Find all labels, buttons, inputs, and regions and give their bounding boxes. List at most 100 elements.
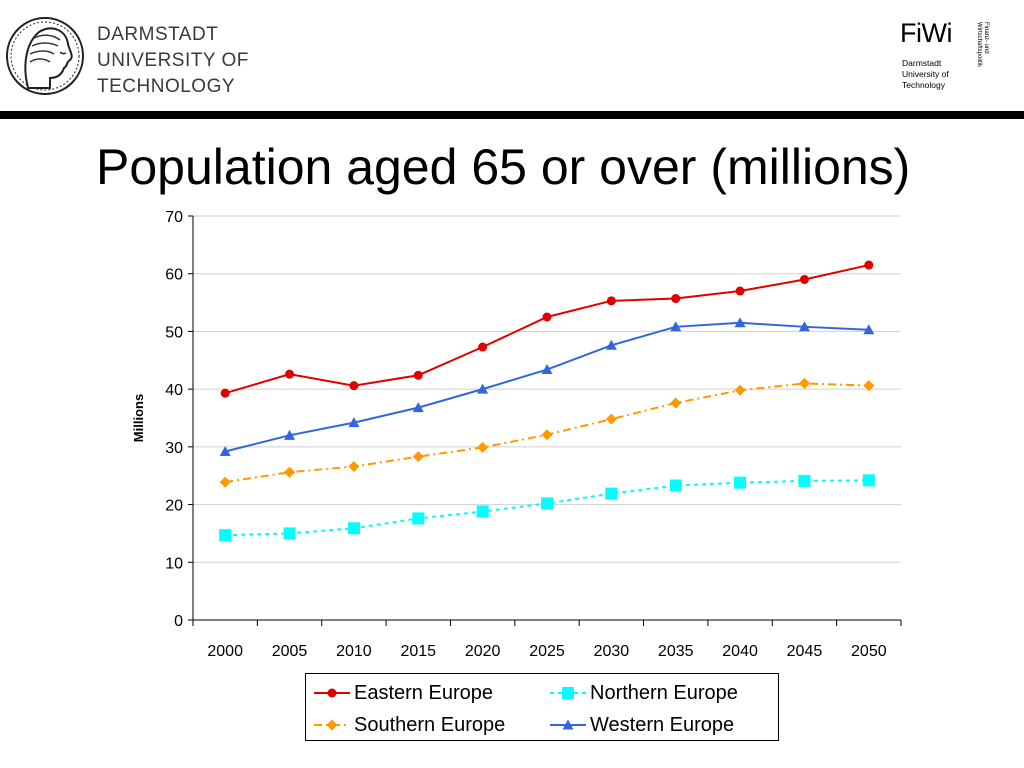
legend-marker-group xyxy=(327,688,337,698)
series-northern-europe xyxy=(219,474,875,542)
data-point-southern-europe xyxy=(670,397,682,409)
legend-swatch-southern-europe xyxy=(314,719,350,731)
data-point-southern-europe xyxy=(605,413,617,425)
data-point-northern-europe xyxy=(862,474,875,487)
university-name-line-1: DARMSTADT xyxy=(97,24,219,45)
y-tick-label: 70 xyxy=(165,209,183,226)
data-point-northern-europe xyxy=(798,474,811,487)
data-point-western-europe xyxy=(348,417,360,428)
legend-label-southern-europe: Southern Europe xyxy=(354,713,506,736)
data-point-western-europe xyxy=(541,364,553,375)
legend-marker-western-europe xyxy=(562,719,574,730)
legend-item-western-europe: Western Europe xyxy=(550,710,734,740)
fiwi-subtitle-line-1: Darmstadt xyxy=(902,58,942,68)
data-point-northern-europe xyxy=(347,522,360,535)
x-tick-label: 2040 xyxy=(722,643,758,660)
data-point-eastern-europe xyxy=(606,296,616,306)
header-divider xyxy=(0,111,1024,119)
y-tick-label: 30 xyxy=(165,440,183,457)
chart-legend: Eastern Europe Northern Europe Southern … xyxy=(305,673,779,741)
data-point-southern-europe xyxy=(541,429,553,441)
data-point-western-europe xyxy=(734,317,746,328)
data-point-eastern-europe xyxy=(220,388,230,398)
x-tick-label: 2035 xyxy=(658,643,694,660)
data-point-southern-europe xyxy=(348,460,360,472)
data-point-eastern-europe xyxy=(735,286,745,296)
data-point-southern-europe xyxy=(863,380,875,392)
y-axis-title: Millions xyxy=(131,394,146,442)
header: DARMSTADT UNIVERSITY OF TECHNOLOGY FiWi … xyxy=(0,0,1024,119)
y-tick-label: 20 xyxy=(165,498,183,515)
x-tick-label: 2045 xyxy=(787,643,823,660)
data-point-southern-europe xyxy=(734,384,746,396)
x-tick-label: 2005 xyxy=(272,643,308,660)
university-name-line-3: TECHNOLOGY xyxy=(97,76,236,97)
y-tick-label: 40 xyxy=(165,382,183,399)
x-tick-label: 2025 xyxy=(529,643,565,660)
data-point-southern-europe xyxy=(477,441,489,453)
data-point-western-europe xyxy=(863,324,875,335)
university-logo xyxy=(6,17,84,95)
legend-item-northern-europe: Northern Europe xyxy=(550,678,738,708)
data-point-eastern-europe xyxy=(864,260,874,270)
legend-swatch-eastern-europe xyxy=(314,688,350,698)
series-eastern-europe xyxy=(220,260,874,398)
data-point-western-europe xyxy=(412,402,424,413)
legend-marker-northern-europe xyxy=(562,687,574,699)
data-point-western-europe xyxy=(284,429,296,440)
legend-swatch-northern-europe xyxy=(550,687,586,699)
data-point-northern-europe xyxy=(219,529,232,542)
data-point-southern-europe xyxy=(219,476,231,488)
data-point-northern-europe xyxy=(605,487,618,500)
data-point-eastern-europe xyxy=(478,342,488,352)
data-point-southern-europe xyxy=(798,377,810,389)
data-point-western-europe xyxy=(798,321,810,332)
data-point-northern-europe xyxy=(476,505,489,518)
y-tick-label: 50 xyxy=(165,324,183,341)
x-tick-label: 2050 xyxy=(851,643,887,660)
data-point-western-europe xyxy=(605,339,617,350)
data-point-southern-europe xyxy=(412,451,424,463)
legend-item-southern-europe: Southern Europe xyxy=(314,710,505,740)
x-tick-label: 2015 xyxy=(400,643,436,660)
chart-axes xyxy=(188,215,902,626)
x-tick-label: 2030 xyxy=(594,643,630,660)
fiwi-logo-title: FiWi xyxy=(900,18,952,48)
legend-swatch-western-europe xyxy=(550,719,586,730)
x-tick-label: 2000 xyxy=(207,643,243,660)
legend-label-northern-europe: Northern Europe xyxy=(590,681,738,704)
data-point-eastern-europe xyxy=(349,381,359,391)
legend-marker-group xyxy=(562,719,574,730)
chart-series xyxy=(219,260,875,542)
chart-gridlines xyxy=(193,215,901,563)
university-name-line-2: UNIVERSITY OF xyxy=(97,50,249,71)
legend-marker-group xyxy=(326,719,338,731)
slide-title: Population aged 65 or over (millions) xyxy=(96,139,911,195)
data-point-western-europe xyxy=(477,383,489,394)
data-point-eastern-europe xyxy=(799,274,809,284)
x-tick-label: 2020 xyxy=(465,643,501,660)
y-tick-label: 60 xyxy=(165,267,183,284)
legend-marker-southern-europe xyxy=(326,719,338,731)
data-point-eastern-europe xyxy=(542,312,552,322)
y-tick-label: 0 xyxy=(174,613,183,630)
data-point-eastern-europe xyxy=(413,370,423,380)
fiwi-subtitle-line-2: University of xyxy=(902,69,949,79)
legend-label-eastern-europe: Eastern Europe xyxy=(354,681,493,704)
legend-marker-eastern-europe xyxy=(327,688,337,698)
data-point-northern-europe xyxy=(669,479,682,492)
data-point-northern-europe xyxy=(541,497,553,510)
data-point-western-europe xyxy=(670,321,682,332)
data-point-northern-europe xyxy=(412,512,425,525)
legend-marker-group xyxy=(562,687,574,699)
data-point-eastern-europe xyxy=(671,294,681,304)
legend-item-eastern-europe: Eastern Europe xyxy=(314,678,493,708)
fiwi-subtitle-line-3: Technology xyxy=(902,80,946,90)
data-point-southern-europe xyxy=(284,466,296,478)
data-point-northern-europe xyxy=(734,476,747,489)
data-point-western-europe xyxy=(219,445,231,456)
data-point-northern-europe xyxy=(283,527,296,540)
data-point-eastern-europe xyxy=(285,369,295,379)
